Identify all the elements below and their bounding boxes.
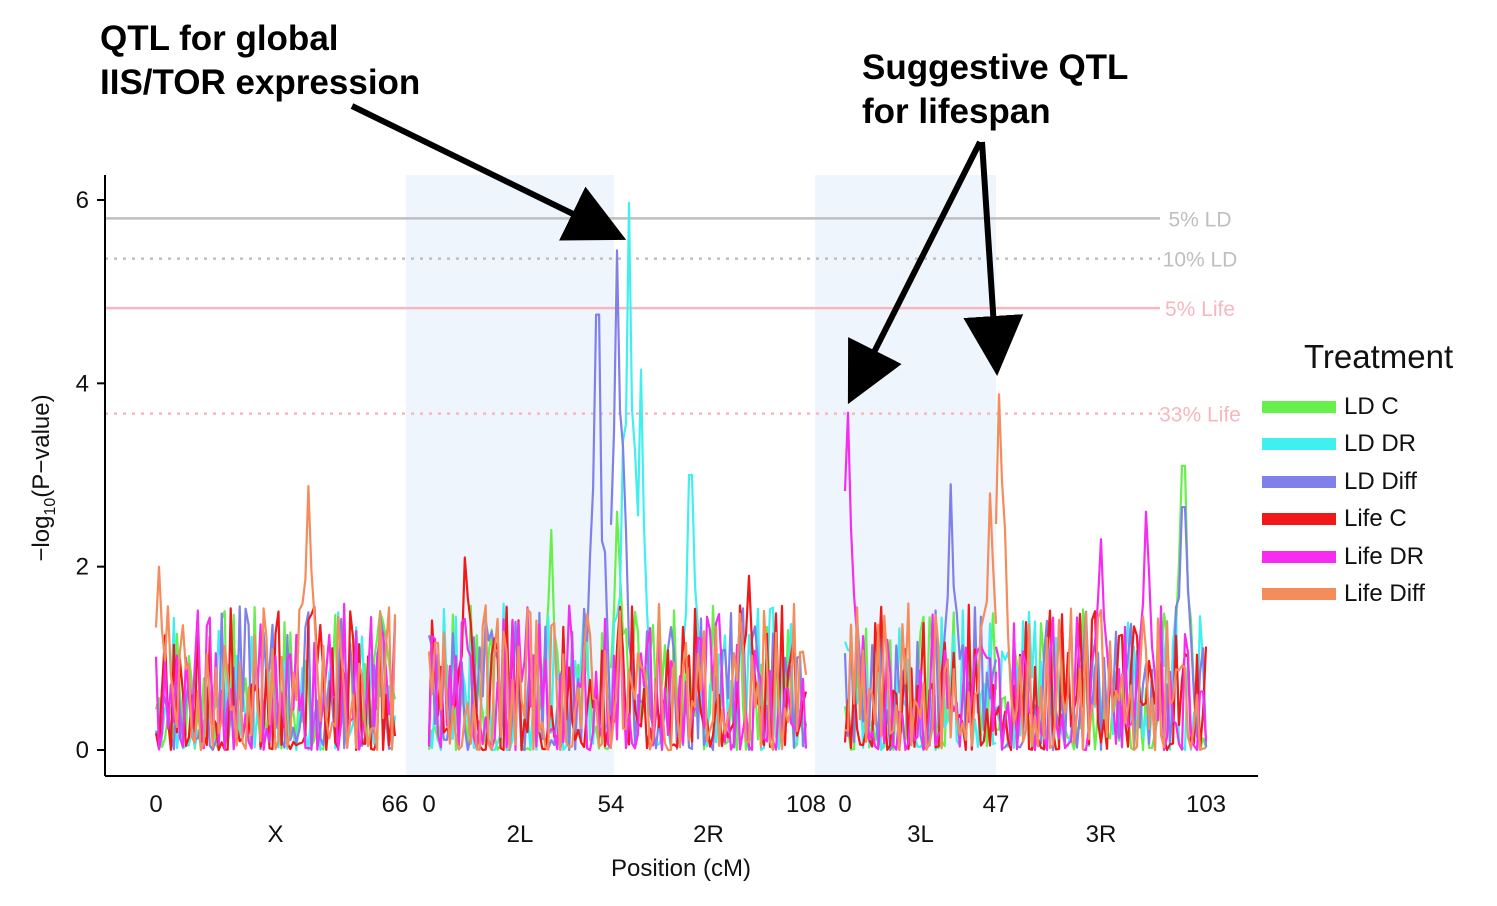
legend-item: LD DR — [1262, 426, 1453, 464]
y-tick-label: 0 — [76, 737, 89, 764]
legend-label: Life DR — [1344, 542, 1425, 570]
chromosome-label: 3L — [907, 821, 934, 848]
legend-swatch — [1262, 438, 1336, 451]
threshold-label: 10% LD — [1163, 249, 1238, 272]
series-line-life-dr — [154, 411, 1208, 752]
legend-swatch — [1262, 550, 1336, 563]
chromosome-label: 2L — [507, 821, 534, 848]
y-ticks: 0 2 4 6 — [76, 187, 105, 764]
threshold-label: 33% Life — [1159, 404, 1241, 427]
y-axis-label: −log10(P−value) — [28, 394, 59, 561]
annotation-lifespan-qtl: Suggestive QTL for lifespan — [862, 48, 1129, 131]
legend-item: Life Diff — [1262, 576, 1453, 614]
arrow-lifespan-qtl-1 — [847, 140, 983, 405]
legend-item: Life DR — [1262, 538, 1453, 576]
chromosome-label: X — [267, 821, 283, 848]
x-axis-label: Position (cM) — [611, 855, 751, 882]
arrow-lifespan-qtl-2 — [963, 141, 1024, 376]
legend-swatch — [1262, 513, 1336, 526]
threshold-label: 5% Life — [1165, 298, 1235, 321]
chromosome-label: 2R — [693, 821, 724, 848]
x-tick-label: 108 — [786, 791, 826, 818]
legend-swatch — [1262, 400, 1336, 413]
legend-label: Life Diff — [1344, 580, 1425, 608]
x-tick-label: 0 — [422, 791, 435, 818]
x-tick-label: 47 — [983, 791, 1010, 818]
series-line-life-diff — [154, 393, 1207, 752]
legend-label: Life C — [1344, 505, 1407, 533]
legend-swatch — [1262, 588, 1336, 601]
axes — [104, 175, 1258, 777]
legend: Treatment LD C LD DR LD Diff Life C Life DR L… — [1262, 338, 1453, 613]
series-lines — [154, 201, 1208, 752]
arrow-expression-qtl — [350, 103, 627, 241]
annotation-arrows — [350, 103, 1024, 405]
x-tick-label: 103 — [1186, 791, 1226, 818]
legend-label: LD DR — [1344, 430, 1417, 458]
legend-label: LD Diff — [1344, 467, 1417, 495]
y-tick-label: 2 — [76, 554, 89, 581]
chromosome-label: 3R — [1086, 821, 1117, 848]
annotation-expression-qtl: QTL for global IIS/TOR expression — [100, 19, 421, 102]
threshold-label: 5% LD — [1168, 208, 1231, 231]
y-tick-label: 6 — [76, 187, 89, 214]
x-tick-label: 66 — [382, 791, 409, 818]
y-tick-label: 4 — [76, 370, 89, 397]
legend-item: LD C — [1262, 388, 1453, 426]
x-tick-label: 0 — [838, 791, 851, 818]
legend-item: LD Diff — [1262, 463, 1453, 501]
legend-item: Life C — [1262, 501, 1453, 539]
x-ticks: 0 66 X 0 54 2L 108 2R 0 47 3L 103 3R — [149, 791, 1226, 848]
legend-label: LD C — [1344, 392, 1399, 420]
x-tick-label: 54 — [598, 791, 625, 818]
x-tick-label: 0 — [149, 791, 162, 818]
legend-swatch — [1262, 475, 1336, 488]
legend-title: Treatment — [1304, 338, 1454, 375]
threshold-lines: 5% LD 10% LD 5% Life 33% Life — [105, 208, 1241, 427]
